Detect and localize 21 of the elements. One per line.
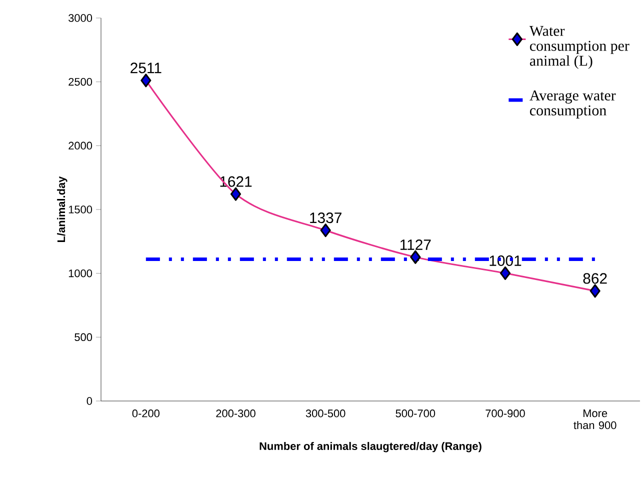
x-tick-label: 300-500 — [306, 410, 346, 418]
data-label: 1127 — [400, 239, 431, 250]
legend-label: Water consumption per animal (L) — [529, 26, 630, 69]
x-tick-label: 0-200 — [132, 410, 160, 418]
y-tick-label: 1000 — [68, 269, 92, 278]
y-tick-label: 2000 — [68, 142, 92, 150]
x-tick-label: 500-700 — [396, 410, 436, 418]
y-tick-label: 3000 — [68, 14, 92, 22]
x-tick-label: 200-300 — [216, 410, 256, 418]
y-tick-label: 0 — [86, 397, 92, 405]
x-tick-label: More than 900 — [574, 410, 616, 430]
x-tick-label: 700-900 — [486, 410, 525, 418]
y-tick-label: 2500 — [68, 78, 92, 86]
data-label: 862 — [583, 273, 607, 284]
y-axis-title: L/animal.day — [57, 176, 68, 242]
y-tick-label: 1500 — [68, 206, 92, 214]
legend-label: Average water consumption — [530, 90, 616, 118]
y-tick-label: 500 — [74, 333, 92, 342]
data-label: 2511 — [130, 62, 162, 74]
x-axis-title: Number of animals slaugtered/day (Range) — [260, 442, 482, 452]
data-label: 1337 — [310, 212, 342, 224]
